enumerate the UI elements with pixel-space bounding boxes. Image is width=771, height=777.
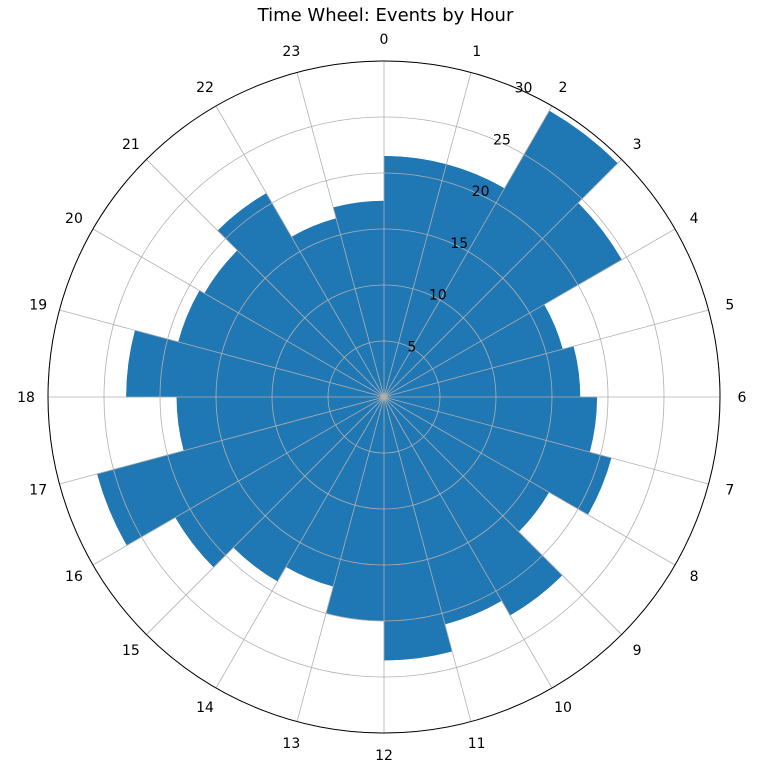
radial-gridline [103, 116, 665, 678]
hour-tick-label: 7 [725, 483, 734, 499]
chart-title: Time Wheel: Events by Hour [257, 5, 514, 26]
hour-tick-label: 18 [17, 390, 35, 406]
hour-tick-label: 0 [380, 32, 389, 48]
radius-tick-label: 20 [472, 184, 490, 200]
hour-tick-label: 10 [554, 700, 572, 716]
bars-layer [97, 110, 622, 661]
hour-tick-label: 6 [738, 390, 747, 406]
hour-tick-label: 14 [196, 700, 214, 716]
hour-tick-label: 5 [725, 297, 734, 313]
hour-tick-label: 8 [690, 569, 699, 585]
radius-tick-label: 10 [429, 288, 447, 304]
radius-tick-label: 25 [493, 132, 511, 148]
hour-tick-label: 22 [196, 80, 214, 96]
radius-tick-label: 5 [407, 339, 416, 355]
labels-layer: 0123456789101112131415161718192021222351… [17, 32, 746, 764]
hour-tick-label: 15 [122, 643, 140, 659]
radius-tick-label: 30 [515, 81, 533, 97]
hour-tick-label: 23 [282, 44, 300, 60]
hour-tick-label: 4 [690, 211, 699, 227]
hour-tick-label: 21 [122, 137, 140, 153]
hour-tick-label: 2 [559, 80, 568, 96]
polar-spine [47, 60, 721, 734]
hour-tick-label: 1 [472, 44, 481, 60]
hour-tick-label: 16 [65, 569, 83, 585]
hour-tick-label: 3 [633, 137, 642, 153]
radial-gridline [327, 340, 441, 454]
grid-layer [47, 60, 721, 734]
hour-tick-label: 11 [468, 736, 486, 752]
radius-tick-label: 15 [450, 236, 468, 252]
hour-tick-label: 12 [375, 748, 393, 764]
hour-tick-label: 9 [633, 643, 642, 659]
hour-tick-label: 19 [29, 297, 47, 313]
radial-gridline [159, 172, 609, 622]
radial-gridline [215, 228, 553, 566]
hour-tick-label: 20 [65, 211, 83, 227]
radial-gridline [271, 284, 497, 510]
hour-tick-label: 13 [282, 736, 300, 752]
hour-tick-label: 17 [29, 483, 47, 499]
